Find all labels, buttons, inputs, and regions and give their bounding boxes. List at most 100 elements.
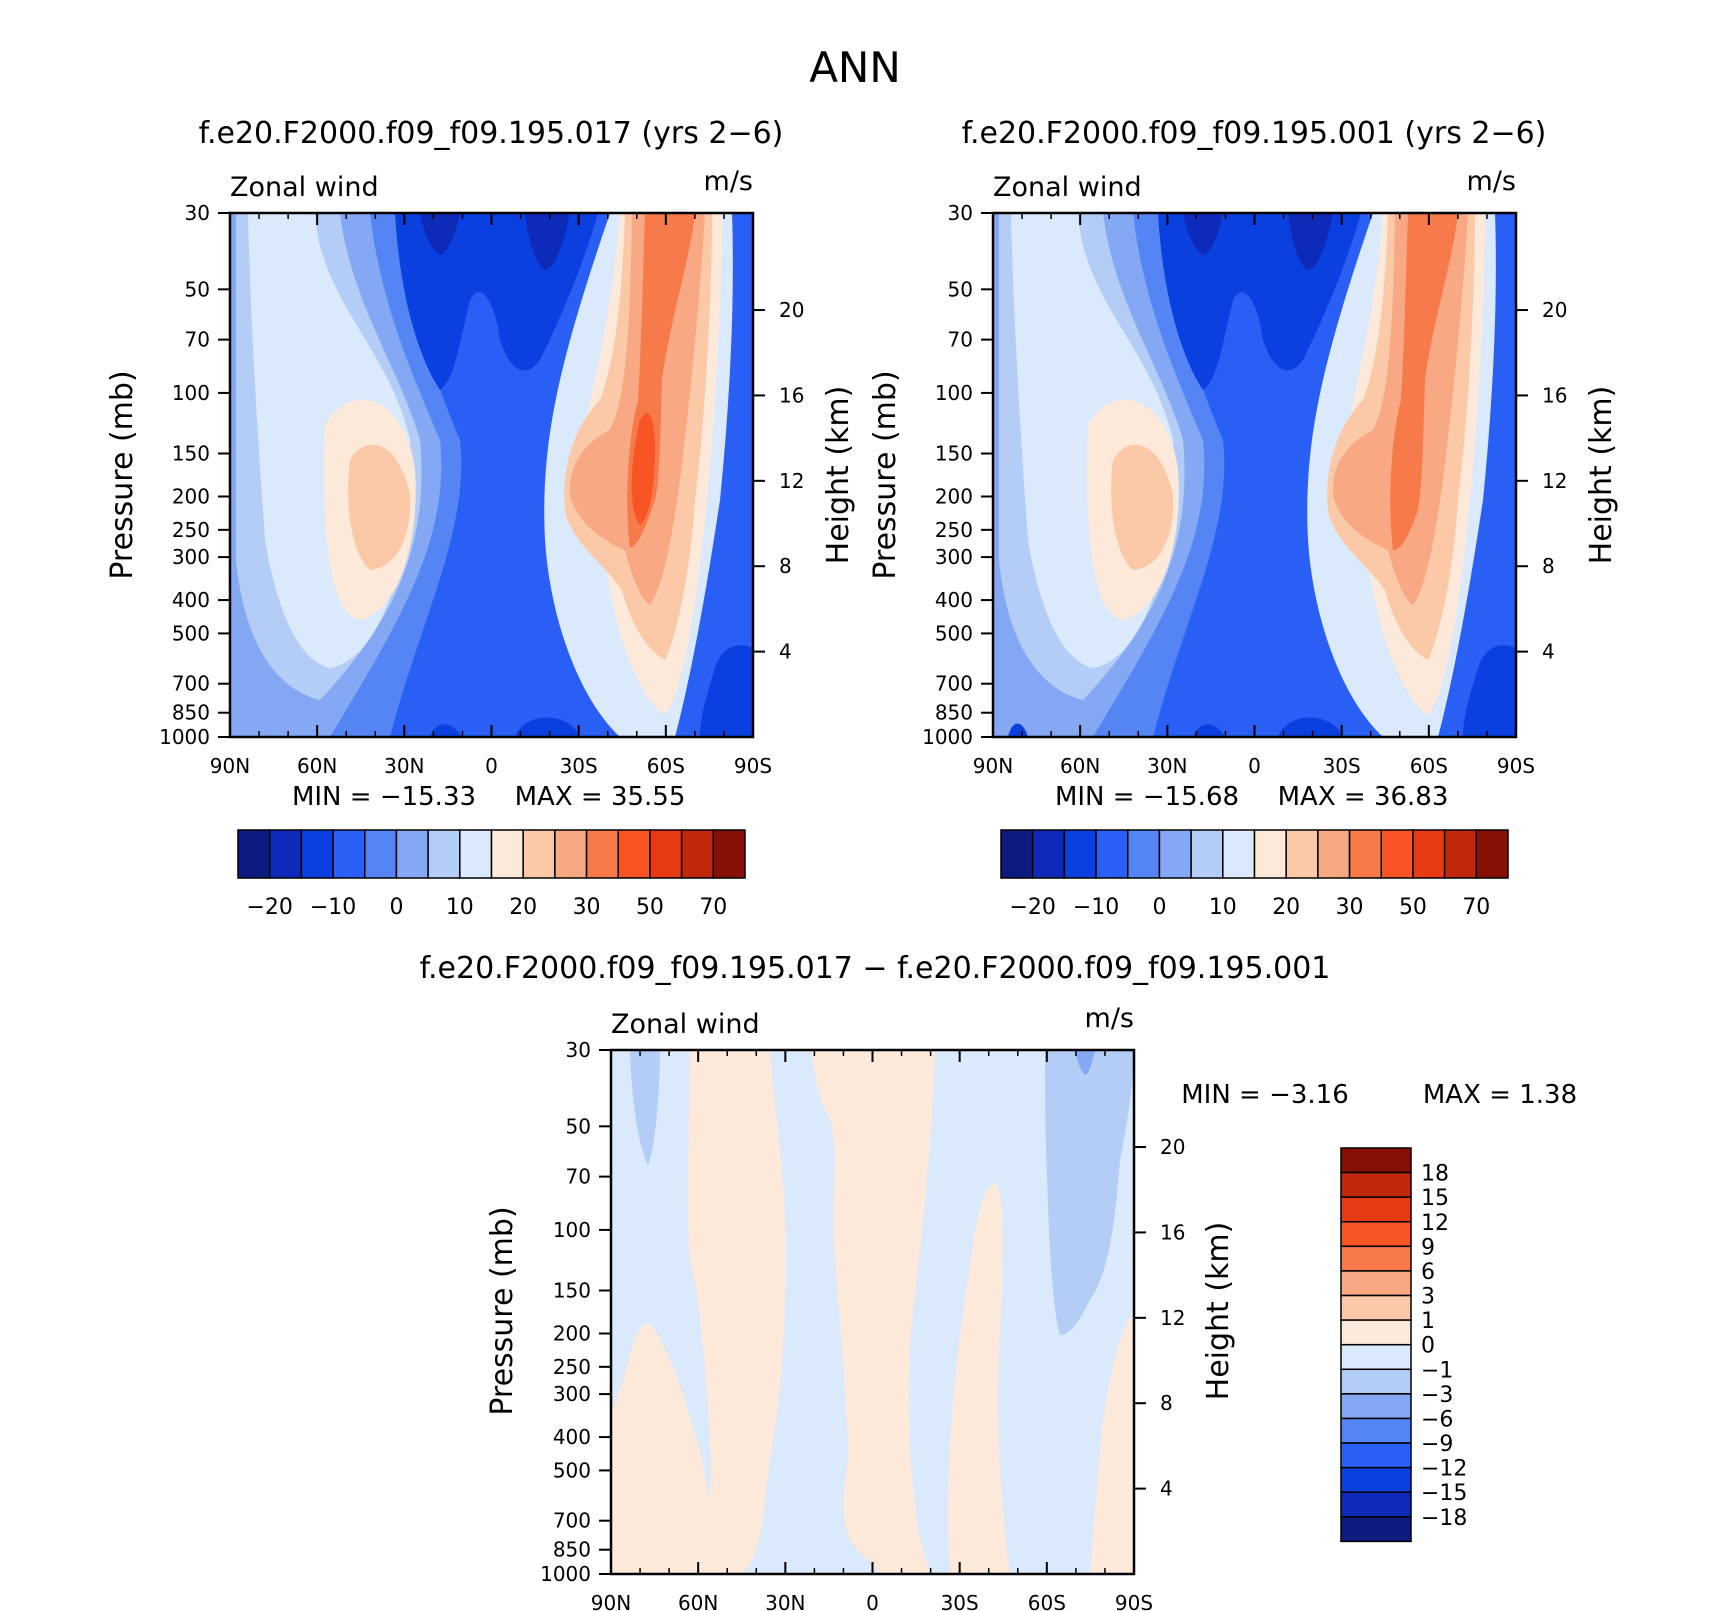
y-right-tick-label: 12	[779, 469, 804, 493]
colorbar-swatch	[1340, 1171, 1412, 1198]
colorbar-label: 6	[1421, 1260, 1435, 1285]
colorbar-swatch	[1253, 829, 1287, 879]
colorbar-swatch	[1000, 829, 1034, 879]
colorbar-label: −10	[310, 895, 356, 920]
y-tick-label: 700	[935, 672, 973, 696]
y-right-tick-label: 20	[1160, 1135, 1185, 1159]
colorbar-label: 10	[1209, 895, 1237, 920]
panel-2-contour-sh-jet-core	[1390, 213, 1458, 550]
y-tick-label: 70	[948, 328, 973, 352]
panel-3-contour-positive-tropics	[812, 1050, 935, 1574]
y-tick-label: 400	[172, 588, 210, 612]
y-tick-label: 1000	[540, 1562, 591, 1586]
y-tick-label: 500	[172, 621, 210, 645]
x-tick-label: 90N	[210, 754, 250, 778]
x-tick-label: 90N	[591, 1591, 631, 1611]
panel-3-max-label: MAX = 1.38	[1423, 1080, 1577, 1110]
colorbar-label: 30	[573, 895, 601, 920]
x-tick-label: 60N	[1060, 754, 1100, 778]
x-tick-label: 90S	[1497, 754, 1535, 778]
panel-1-contour-sh-jet-core	[631, 413, 655, 525]
colorbar-swatch	[585, 829, 619, 879]
colorbar-swatch	[1340, 1319, 1412, 1346]
colorbar-swatch	[427, 829, 461, 879]
colorbar-label: 3	[1421, 1285, 1435, 1310]
panel-3-left-string: Zonal wind	[611, 1009, 760, 1040]
x-tick-label: 60N	[297, 754, 337, 778]
y-tick-label: 70	[185, 328, 210, 352]
colorbar-label: 12	[1421, 1211, 1449, 1236]
y-tick-label: 150	[553, 1279, 591, 1303]
colorbar-label: 70	[699, 895, 727, 920]
x-tick-label: 90S	[1115, 1591, 1153, 1611]
panel-1-contour-tropical-strat-core-sh	[525, 213, 570, 270]
y-tick-label: 850	[553, 1538, 591, 1562]
panel-2-contour-nh-surface	[1008, 723, 1028, 737]
x-tick-label: 0	[485, 754, 498, 778]
colorbar-label: 50	[1399, 895, 1427, 920]
colorbar-swatch	[1340, 1343, 1412, 1371]
colorbar-label: −10	[1073, 895, 1119, 920]
y-right-tick-label: 12	[1160, 1306, 1185, 1330]
panel-1-left-string: Zonal wind	[230, 172, 379, 203]
panel-3-contour-negative-nh-strat	[630, 1050, 660, 1165]
y-tick-label: 500	[935, 621, 973, 645]
y-tick-label: 850	[935, 701, 973, 725]
colorbar-swatch	[1190, 829, 1224, 879]
colorbar-label: −9	[1421, 1432, 1453, 1457]
panel-3-contour-negative-sh-polar	[1045, 1050, 1134, 1335]
panel-3-contour-positive-sh-tongue	[948, 1183, 1010, 1574]
panel-3-ylabel-right: Height (km)	[1201, 1222, 1236, 1401]
colorbar-swatch	[1443, 829, 1478, 879]
panel-3: f.e20.F2000.f09_f09.195.017 − f.e20.F200…	[420, 951, 1578, 1611]
colorbar-swatch	[268, 829, 303, 879]
colorbar-swatch	[1063, 829, 1097, 879]
panel-3-ylabel: Pressure (mb)	[485, 1206, 520, 1415]
colorbar-swatch	[1340, 1442, 1412, 1469]
y-tick-label: 200	[935, 484, 973, 508]
y-tick-label: 70	[566, 1165, 591, 1189]
colorbar-swatch	[1340, 1147, 1412, 1174]
colorbar-label: 18	[1421, 1162, 1449, 1187]
colorbar-label: 50	[636, 895, 664, 920]
colorbar-swatch	[712, 829, 746, 879]
panel-2-title: f.e20.F2000.f09_f09.195.001 (yrs 2−6)	[962, 116, 1547, 151]
colorbar-label: 15	[1421, 1186, 1449, 1211]
panel-2: f.e20.F2000.f09_f09.195.001 (yrs 2−6) Zo…	[868, 116, 1619, 920]
panel-1-contour-surface-easterly-a	[430, 724, 462, 737]
colorbar-label: 20	[1272, 895, 1300, 920]
colorbar-swatch	[1031, 829, 1066, 879]
panel-1-colorbar: −20 −10 0 10 20 30 50 70	[237, 829, 746, 920]
colorbar-label: 9	[1421, 1235, 1435, 1260]
colorbar-swatch	[1222, 829, 1256, 879]
colorbar-label: −1	[1421, 1358, 1453, 1383]
x-tick-label: 60S	[647, 754, 685, 778]
y-right-tick-label: 16	[779, 383, 804, 407]
colorbar-swatch	[300, 829, 334, 879]
panel-1-title: f.e20.F2000.f09_f09.195.017 (yrs 2−6)	[199, 116, 784, 151]
colorbar-swatch	[1412, 829, 1446, 879]
y-right-tick-label: 8	[779, 554, 792, 578]
x-tick-label: 60S	[1028, 1591, 1066, 1611]
colorbar-swatch	[490, 829, 524, 879]
y-tick-label: 30	[566, 1038, 591, 1062]
colorbar-swatch	[1340, 1516, 1412, 1543]
panel-1-contour-nh-jet-core	[348, 444, 411, 570]
colorbar-swatch	[1340, 1245, 1412, 1272]
x-tick-label: 30N	[384, 754, 424, 778]
colorbar-label: 70	[1462, 895, 1490, 920]
y-tick-label: 1000	[922, 725, 973, 749]
y-tick-label: 300	[935, 545, 973, 569]
panel-1-min-label: MIN = −15.33	[292, 782, 476, 812]
colorbar-label: 20	[509, 895, 537, 920]
colorbar-swatch	[237, 829, 271, 879]
colorbar-label: −3	[1421, 1383, 1453, 1408]
panel-2-ylabel-right: Height (km)	[1584, 386, 1619, 565]
panel-3-contour-negative-sh-polar-core	[1075, 1050, 1095, 1075]
x-tick-label: 0	[866, 1591, 879, 1611]
y-tick-label: 500	[553, 1458, 591, 1482]
colorbar-swatch	[1380, 829, 1414, 879]
x-tick-label: 30S	[560, 754, 598, 778]
y-tick-label: 250	[172, 518, 210, 542]
colorbar-label: −20	[1009, 895, 1055, 920]
